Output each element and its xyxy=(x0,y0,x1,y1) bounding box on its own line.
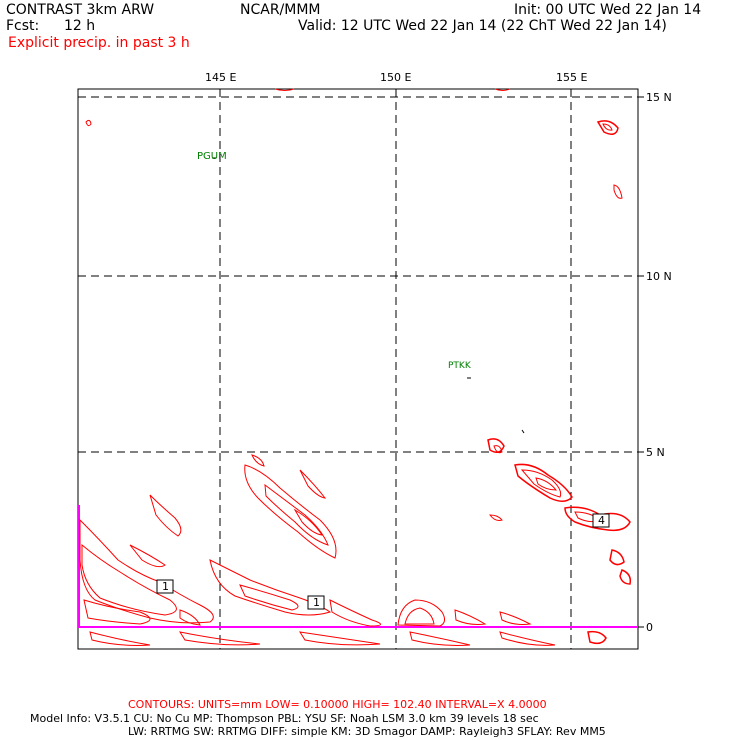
contours-info: CONTOURS: UNITS=mm LOW= 0.10000 HIGH= 10… xyxy=(128,698,547,711)
init-time: Init: 00 UTC Wed 22 Jan 14 xyxy=(514,2,702,18)
lat-label-10n: 10 N xyxy=(646,270,672,283)
station-markers xyxy=(212,157,525,434)
valid-time: Valid: 12 UTC Wed 22 Jan 14 (22 ChT Wed … xyxy=(298,18,667,34)
model-info-line-1: Model Info: V3.5.1 CU: No Cu MP: Thompso… xyxy=(30,712,539,725)
field-title: Explicit precip. in past 3 h xyxy=(8,35,190,51)
model-info-line-2: LW: RRTMG SW: RRTMG DIFF: simple KM: 3D … xyxy=(128,725,606,738)
lon-label-155: 155 E xyxy=(556,71,588,84)
fcst-label: Fcst: xyxy=(6,18,40,34)
lon-label-145: 145 E xyxy=(205,71,237,84)
lat-label-0: 0 xyxy=(646,621,653,634)
lon-label-150: 150 E xyxy=(380,71,412,84)
contour-value-label: 4 xyxy=(598,514,605,527)
lat-label-15n: 15 N xyxy=(646,91,672,104)
lat-lon-grid xyxy=(78,89,638,649)
lat-ticks xyxy=(638,96,644,628)
lat-label-5n: 5 N xyxy=(646,446,665,459)
center-name: NCAR/MMM xyxy=(240,2,321,18)
contour-labels xyxy=(156,513,610,610)
station-label-ptkk: PTKK xyxy=(448,361,471,371)
fcst-value: 12 h xyxy=(64,18,96,34)
model-title: CONTRAST 3km ARW xyxy=(6,2,155,18)
domain-boundary xyxy=(78,505,638,628)
precip-contours xyxy=(79,88,632,646)
map-frame xyxy=(77,88,639,650)
contour-value-label: 1 xyxy=(162,580,169,593)
contour-value-label: 1 xyxy=(313,596,320,609)
station-label-pgum: PGUM xyxy=(197,151,227,162)
